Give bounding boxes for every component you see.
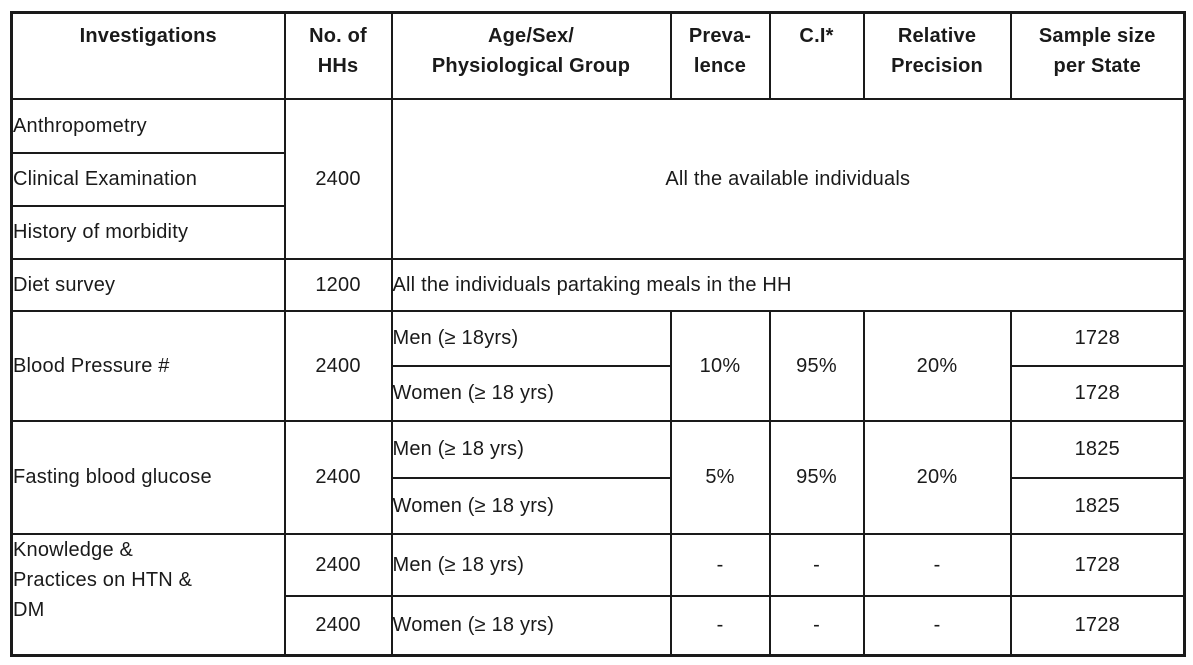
cell-group-knowledge-practices-women: Women (≥ 18 yrs) [390,594,672,657]
cell-prevalence-blood-pressure: 10% [669,309,771,422]
cell-ci-knowledge-practices-men: - [768,532,865,597]
row-clinical-examination: Clinical Examination [10,151,1185,207]
cell-prevalence-knowledge-practices-men: - [669,532,771,597]
cell-sample-blood-pressure-women: 1728 [1009,364,1186,422]
header-ci: C.I* [768,11,865,100]
cell-hhs-fasting-blood-glucose: 2400 [283,419,393,535]
row-diet-survey: Diet survey 1200 All the individuals par… [10,257,1186,312]
row-history-of-morbidity: History of morbidity [10,204,1185,260]
header-row: Investigations No. of HHs Age/Sex/ Physi… [10,11,1186,100]
cell-sample-fasting-blood-glucose-women: 1825 [1009,476,1186,535]
cell-hhs-knowledge-practices-men: 2400 [283,532,393,597]
cell-group-fasting-blood-glucose-women: Women (≥ 18 yrs) [390,476,672,535]
header-investigations: Investigations [10,11,286,100]
cell-hhs-anthropometry-block: 2400 [283,97,393,260]
row-blood-pressure-men: Blood Pressure # 2400 Men (≥ 18yrs) 10% … [10,309,1186,422]
row-knowledge-practices-men: Knowledge & Practices on HTN & DM 2400 M… [10,532,1186,657]
cell-group-fasting-blood-glucose-men: Men (≥ 18 yrs) [390,419,672,479]
cell-relative-precision-knowledge-practices-women: - [862,594,1012,657]
row-fasting-blood-glucose-women: Women (≥ 18 yrs) 1825 [12,476,1186,535]
cell-investigation-anthropometry: Anthropometry [10,97,286,154]
cell-ci-fasting-blood-glucose: 95% [768,419,865,535]
row-anthropometry: Anthropometry 2400 All the available ind… [10,97,1186,260]
cell-investigation-clinical-examination: Clinical Examination [10,151,286,207]
cell-investigation-knowledge-practices: Knowledge & Practices on HTN & DM [10,532,286,657]
cell-sample-fasting-blood-glucose-men: 1825 [1009,419,1186,479]
cell-ci-knowledge-practices-women: - [768,594,865,657]
header-sample-size: Sample size per State [1009,11,1186,100]
cell-investigation-history-of-morbidity: History of morbidity [10,204,286,260]
cell-investigation-diet-survey: Diet survey [10,257,286,312]
sampling-plan-table: Investigations No. of HHs Age/Sex/ Physi… [10,11,1186,657]
cell-relative-precision-blood-pressure: 20% [862,309,1012,422]
cell-group-knowledge-practices-men: Men (≥ 18 yrs) [390,532,672,597]
cell-relative-precision-fasting-blood-glucose: 20% [862,419,1012,535]
cell-sample-knowledge-practices-women: 1728 [1009,594,1186,657]
cell-group-diet-survey: All the individuals partaking meals in t… [390,257,1186,312]
header-relative-precision: Relative Precision [862,11,1012,100]
cell-hhs-knowledge-practices-women: 2400 [283,594,393,657]
cell-prevalence-knowledge-practices-women: - [669,594,771,657]
cell-sample-blood-pressure-men: 1728 [1009,309,1186,367]
cell-hhs-diet-survey: 1200 [283,257,393,312]
row-blood-pressure-women: Women (≥ 18 yrs) 1728 [12,364,1186,422]
cell-ci-blood-pressure: 95% [768,309,865,422]
header-prevalence: Preva- lence [669,11,771,100]
row-knowledge-practices-women: 2400 Women (≥ 18 yrs) - - - 1728 [12,594,1186,657]
cell-hhs-blood-pressure: 2400 [283,309,393,422]
cell-group-blood-pressure-men: Men (≥ 18yrs) [390,309,672,367]
cell-group-blood-pressure-women: Women (≥ 18 yrs) [390,364,672,422]
cell-relative-precision-knowledge-practices-men: - [862,532,1012,597]
cell-investigation-blood-pressure: Blood Pressure # [10,309,286,422]
header-no-of-hhs: No. of HHs [283,11,393,100]
cell-sample-knowledge-practices-men: 1728 [1009,532,1186,597]
cell-group-anthropometry-block: All the available individuals [390,97,1186,260]
header-age-sex-group: Age/Sex/ Physiological Group [390,11,672,100]
row-fasting-blood-glucose-men: Fasting blood glucose 2400 Men (≥ 18 yrs… [10,419,1186,535]
cell-investigation-fasting-blood-glucose: Fasting blood glucose [10,419,286,535]
cell-prevalence-fasting-blood-glucose: 5% [669,419,771,535]
